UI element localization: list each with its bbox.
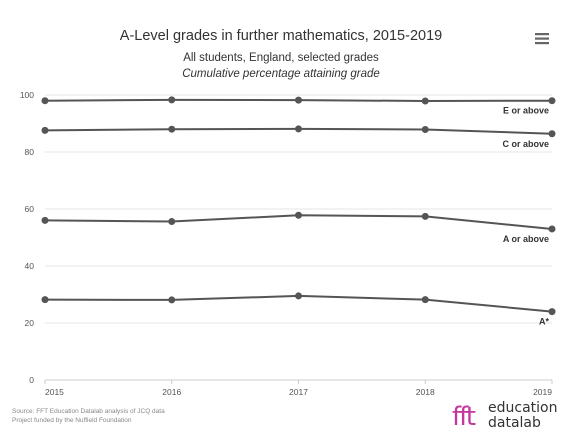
series-label-a-star: A*	[539, 317, 549, 327]
x-tick-label-2017: 2017	[289, 387, 308, 397]
brand-line-datalab: datalab	[488, 415, 541, 431]
point-a-star-2015	[41, 296, 49, 304]
point-a-or-above-2016	[168, 218, 176, 226]
point-e-or-above-2016	[168, 96, 176, 104]
series-group: E or above C or above A or above A*	[41, 96, 556, 327]
point-a-star-2019	[548, 308, 556, 316]
point-a-or-above-2019	[548, 225, 556, 233]
y-axis-ticks: 0 20 40 60 80 100	[20, 90, 34, 385]
chart-subtitle-italic: Cumulative percentage attaining grade	[182, 68, 380, 80]
point-a-star-2016	[168, 296, 176, 304]
grid-lines	[45, 94, 552, 381]
brand-line-education: education	[488, 400, 558, 416]
x-tick-label-2016: 2016	[162, 387, 181, 397]
chart-title: A-Level grades in further mathematics, 2…	[120, 28, 442, 44]
point-a-or-above-2017	[295, 211, 302, 219]
point-a-star-2017	[295, 292, 302, 300]
brand-logo: fft education datalab	[452, 398, 570, 438]
point-c-or-above-2018	[421, 125, 429, 133]
point-e-or-above-2015	[41, 97, 49, 105]
y-tick-label-0: 0	[29, 375, 34, 385]
series-label-e-or-above: E or above	[503, 106, 549, 116]
point-e-or-above-2018	[421, 97, 429, 105]
brand-name: education datalab	[488, 401, 557, 431]
y-tick-label-20: 20	[25, 318, 35, 328]
source-credit: Source: FFT Education Datalab analysis o…	[12, 408, 165, 415]
point-a-or-above-2018	[421, 212, 429, 220]
point-c-or-above-2015	[41, 126, 49, 134]
point-c-or-above-2019	[548, 130, 556, 138]
point-e-or-above-2017	[295, 96, 302, 104]
point-a-or-above-2015	[41, 216, 49, 224]
y-tick-label-60: 60	[25, 204, 35, 214]
funding-credit: Project funded by the Nuffield Foundatio…	[12, 417, 132, 424]
x-tick-label-2018: 2018	[416, 387, 435, 397]
y-tick-label-40: 40	[25, 261, 35, 271]
point-c-or-above-2017	[295, 125, 302, 133]
y-tick-label-100: 100	[20, 90, 34, 100]
x-tick-label-2015: 2015	[45, 387, 64, 397]
series-label-a-or-above: A or above	[503, 234, 549, 244]
series-label-c-or-above: C or above	[502, 139, 549, 149]
y-tick-label-80: 80	[25, 147, 35, 157]
chart-subtitle: All students, England, selected grades	[183, 52, 379, 64]
x-axis-ticks: 2015 2016 2017 2018 2019	[44, 380, 553, 397]
point-a-star-2018	[421, 296, 429, 304]
point-e-or-above-2019	[548, 97, 556, 105]
fft-logo-mark: fft	[452, 402, 476, 432]
x-tick-label-2019: 2019	[533, 387, 552, 397]
hamburger-menu-icon[interactable]	[534, 30, 550, 46]
point-c-or-above-2016	[168, 125, 176, 133]
